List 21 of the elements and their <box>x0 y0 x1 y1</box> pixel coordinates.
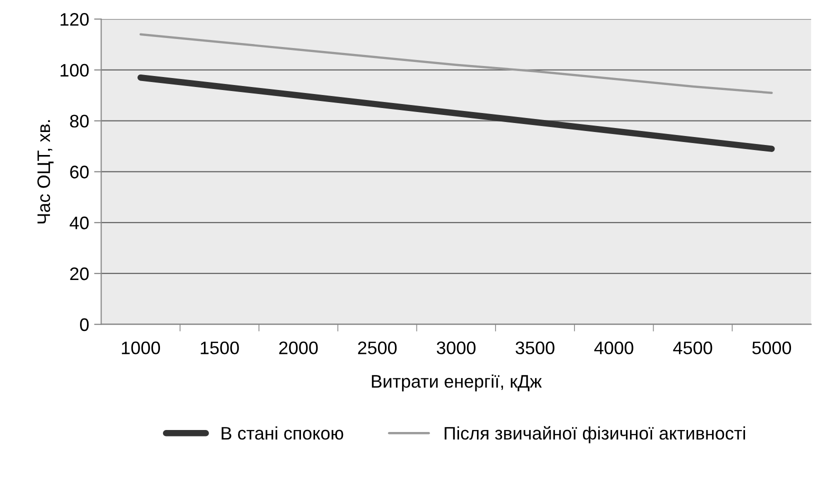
legend-label: Після звичайної фізичної активності <box>444 426 746 444</box>
x-tick-label: 2000 <box>279 342 318 354</box>
y-tick-label: 0 <box>80 318 89 332</box>
y-tick-label: 120 <box>60 13 89 26</box>
line-series <box>140 33 773 94</box>
y-tick-label: 100 <box>60 64 89 77</box>
x-tick-label: 1000 <box>122 342 160 354</box>
x-tick-label: 1500 <box>200 342 239 354</box>
legend-label: В стані спокою <box>222 426 344 440</box>
x-tick-label: 4500 <box>673 342 712 354</box>
y-tick-label: 60 <box>70 166 89 178</box>
x-axis-title: Витрати енергії, кДж <box>372 374 542 392</box>
y-tick-label: 80 <box>70 114 89 128</box>
y-tick-label: 40 <box>70 216 89 230</box>
x-tick-label: 4000 <box>594 342 634 354</box>
x-tick-label: 3500 <box>516 342 554 354</box>
y-axis-title: Час ОЦТ, хв. <box>37 120 54 224</box>
x-tick-label: 3000 <box>436 342 476 354</box>
x-tick-label: 5000 <box>752 342 792 354</box>
x-tick-label: 2500 <box>358 342 397 354</box>
y-tick-label: 20 <box>70 267 89 280</box>
